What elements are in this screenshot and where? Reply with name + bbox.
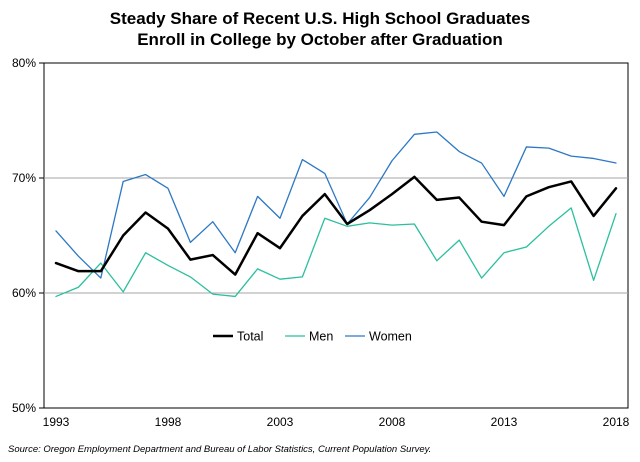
x-tick-label-0: 1993 <box>43 415 70 429</box>
x-tick-label-5: 2018 <box>603 415 630 429</box>
x-tick-label-2: 2003 <box>267 415 294 429</box>
legend-label-women: Women <box>369 330 412 344</box>
chart-title: Steady Share of Recent U.S. High School … <box>0 8 640 50</box>
x-tick-label-1: 1998 <box>155 415 182 429</box>
y-tick-label-2: 70% <box>12 171 36 185</box>
plot-area-border <box>43 62 629 409</box>
legend-label-total: Total <box>237 330 263 344</box>
x-tick-label-4: 2013 <box>491 415 518 429</box>
chart-title-line-2: Enroll in College by October after Gradu… <box>137 30 503 49</box>
y-tick-label-0: 50% <box>12 401 36 415</box>
chart-title-line-1: Steady Share of Recent U.S. High School … <box>109 9 531 28</box>
series-line-men <box>55 207 617 298</box>
source-note: Source: Oregon Employment Department and… <box>8 444 432 455</box>
x-tick-label-3: 2008 <box>379 415 406 429</box>
legend-label-men: Men <box>309 330 333 344</box>
y-tick-label-1: 60% <box>12 286 36 300</box>
y-tick-label-3: 80% <box>12 56 36 70</box>
series-line-total <box>54 175 618 276</box>
series-line-women <box>55 131 617 279</box>
